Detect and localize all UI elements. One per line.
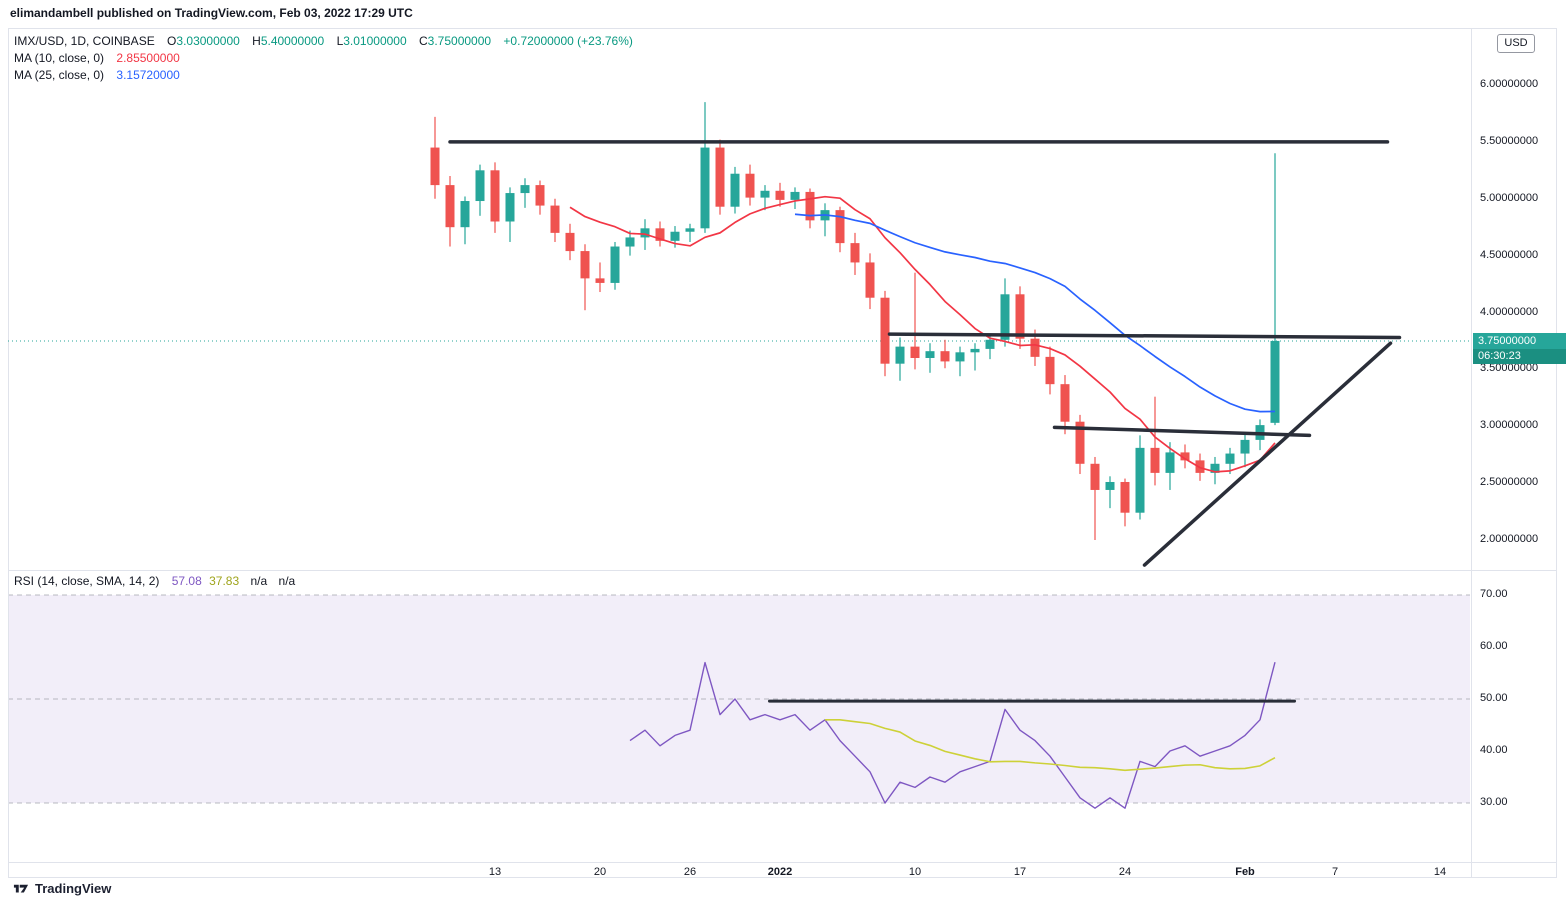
price-axis-label: 5.00000000 (1480, 191, 1539, 204)
price-axis-label: 4.00000000 (1480, 305, 1539, 318)
low-label: L (336, 34, 344, 48)
rsi-axis-label: 50.00 (1480, 692, 1508, 704)
ma10-legend[interactable]: MA (10, close, 0) 2.85500000 (14, 51, 180, 65)
price-axis-label: 2.50000000 (1480, 476, 1539, 489)
high-label: H (252, 34, 261, 48)
rsi-na1: n/a (250, 574, 268, 588)
tradingview-logo[interactable]: TradingView (12, 879, 111, 897)
symbol-title: IMX/USD, 1D, COINBASE (14, 34, 155, 48)
rsi-ma-value: 37.83 (209, 574, 240, 588)
ma10-value: 2.85500000 (116, 51, 180, 65)
price-axis-label: 2.00000000 (1480, 533, 1539, 545)
high-value: 5.40000000 (260, 34, 325, 48)
tradingview-logo-icon (13, 884, 29, 893)
ma25-legend[interactable]: MA (25, close, 0) 3.15720000 (14, 68, 180, 82)
time-axis-label: 2022 (767, 866, 793, 878)
time-axis-label: 10 (908, 866, 922, 878)
time-axis-label: 20 (593, 866, 607, 878)
price-axis-label: 3.00000000 (1480, 419, 1539, 432)
ma25-label: MA (25, close, 0) (14, 68, 105, 82)
price-axis[interactable]: 6.00000000 5.50000000 5.00000000 4.50000000… (1478, 0, 1566, 901)
attribution-text: elimandambell published on TradingView.c… (10, 6, 413, 20)
time-axis-label: 17 (1013, 866, 1027, 878)
close-value: 3.75000000 (427, 34, 492, 48)
time-axis-label: Feb (1235, 866, 1255, 878)
rsi-value: 57.08 (171, 574, 202, 588)
time-axis-label: 14 (1433, 866, 1447, 878)
price-axis-label: 3.50000000 (1480, 362, 1539, 375)
rsi-axis-label: 60.00 (1480, 640, 1508, 652)
ma25-value: 3.15720000 (116, 68, 180, 82)
rsi-na2: n/a (278, 574, 296, 588)
last-price-value: 3.75000000 (1473, 333, 1566, 349)
close-label: C (419, 34, 428, 48)
rsi-title: RSI (14, close, SMA, 14, 2) (14, 574, 160, 588)
time-axis-label: 24 (1118, 866, 1132, 878)
rsi-axis-label: 30.00 (1480, 796, 1508, 808)
open-label: O (167, 34, 177, 48)
low-value: 3.01000000 (343, 34, 407, 48)
price-axis-label: 6.00000000 (1480, 78, 1539, 90)
change-value: +0.72000000 (+23.76%) (503, 34, 633, 48)
rsi-legend[interactable]: RSI (14, close, SMA, 14, 2) 57.08 37.83 … (14, 574, 295, 588)
tradingview-logo-text: TradingView (35, 880, 112, 896)
time-axis-label: 13 (488, 866, 502, 878)
currency-usd-button[interactable]: USD (1497, 34, 1535, 53)
time-axis[interactable]: 13 20 26 2022 10 17 24 Feb 7 14 (0, 866, 1566, 882)
last-price-badge: 3.75000000 06:30:23 (1473, 333, 1566, 364)
open-value: 3.03000000 (176, 34, 240, 48)
price-axis-label: 5.50000000 (1480, 134, 1539, 147)
time-axis-label: 26 (683, 866, 697, 878)
symbol-legend[interactable]: IMX/USD, 1D, COINBASE O3.03000000 H5.400… (14, 34, 633, 48)
bar-countdown: 06:30:23 (1473, 349, 1566, 364)
price-axis-label: 4.50000000 (1480, 248, 1539, 261)
time-axis-label: 7 (1331, 866, 1339, 878)
rsi-axis-label: 70.00 (1480, 588, 1508, 600)
ma10-label: MA (10, close, 0) (14, 51, 105, 65)
rsi-axis-label: 40.00 (1480, 744, 1508, 756)
